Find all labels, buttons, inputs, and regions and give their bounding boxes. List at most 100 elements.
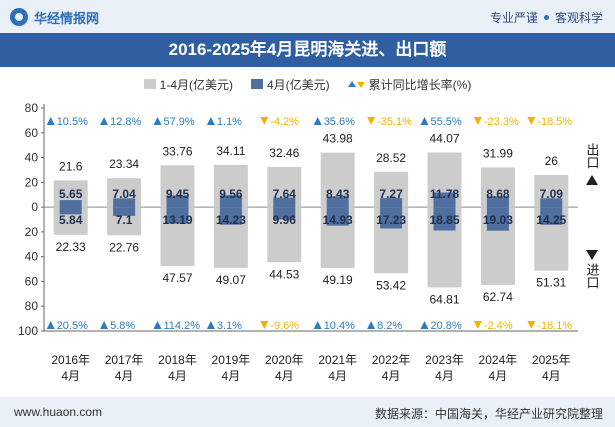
- import-cumulative-label: 53.42: [376, 278, 406, 292]
- footer-source: 数据来源：中国海关，华经产业研究院整理: [374, 407, 603, 421]
- export-monthly-label: 9.56: [219, 187, 243, 201]
- export-monthly-label: 7.64: [273, 187, 297, 201]
- x-tick-label: 2024年 4月: [479, 353, 518, 383]
- growth-down-icon: [527, 117, 536, 125]
- legend-item-monthly[interactable]: 4月(亿美元): [251, 76, 330, 93]
- y-tick-label: 80: [25, 101, 39, 115]
- import-growth-label: 8.2%: [377, 320, 402, 332]
- legend-item-growth[interactable]: 累计同比增长率(%): [347, 76, 472, 93]
- y-tick-label: 20: [25, 225, 39, 239]
- x-tick-label: 2025年 4月: [532, 353, 571, 383]
- growth-up-icon: [153, 117, 162, 125]
- y-tick-label: 20: [25, 175, 39, 189]
- export-growth-label: -35.1%: [377, 116, 412, 128]
- import-monthly-bar: [59, 207, 82, 215]
- tagline-left: 专业严谨: [489, 11, 538, 25]
- import-growth-label: 20.5%: [57, 320, 88, 332]
- x-tick-label: 2019年 4月: [212, 353, 251, 383]
- growth-up-icon: [313, 117, 322, 125]
- export-side-text: 出口: [584, 143, 600, 169]
- brand[interactable]: 华经情报网: [10, 7, 99, 27]
- export-monthly-label: 5.65: [59, 187, 83, 201]
- import-monthly-bar: [273, 207, 296, 220]
- legend-label-monthly: 4月(亿美元): [267, 77, 330, 92]
- import-monthly-bar: [433, 207, 456, 231]
- legend: 1-4月(亿美元) 4月(亿美元) 累计同比增长率(%): [0, 74, 615, 94]
- y-tick-label: 60: [25, 274, 39, 288]
- import-growth-label: -18.1%: [537, 320, 572, 332]
- import-monthly-label: 14.25: [536, 213, 566, 227]
- export-cumulative-label: 43.98: [323, 132, 353, 146]
- import-monthly-label: 17.23: [376, 213, 406, 227]
- export-cumulative-label: 23.34: [109, 157, 139, 171]
- import-monthly-label: 7.1: [116, 213, 133, 227]
- arrow-down-icon: [586, 250, 598, 260]
- legend-triangle-down-icon: [356, 81, 365, 88]
- export-growth-label: 10.5%: [57, 116, 88, 128]
- x-tick-label: 2021年 4月: [318, 353, 357, 383]
- import-monthly-bar: [486, 207, 509, 231]
- import-cumulative-label: 47.57: [162, 271, 192, 285]
- growth-up-icon: [420, 117, 429, 125]
- export-monthly-label: 7.04: [112, 187, 136, 201]
- growth-up-icon: [313, 321, 322, 329]
- import-cumulative-label: 22.33: [56, 240, 86, 254]
- tagline-right: 客观科学: [554, 11, 603, 25]
- growth-up-icon: [367, 321, 376, 329]
- growth-down-icon: [367, 117, 376, 125]
- import-monthly-label: 14.93: [323, 213, 353, 227]
- export-growth-label: -4.2%: [270, 116, 299, 128]
- brand-name: 华经情报网: [34, 10, 100, 26]
- export-monthly-bar: [540, 198, 563, 208]
- growth-down-icon: [260, 321, 269, 329]
- export-monthly-bar: [433, 192, 456, 208]
- export-cumulative-label: 26: [545, 154, 559, 168]
- y-tick-label: 40: [25, 151, 39, 165]
- export-monthly-bar: [273, 197, 296, 208]
- export-growth-label: -23.3%: [484, 116, 519, 128]
- top-bar: 华经情报网 专业严谨 客观科学: [0, 0, 615, 33]
- footer: www.huaon.com 数据来源：中国海关，华经产业研究院整理: [0, 397, 615, 427]
- export-cumulative-label: 28.52: [376, 151, 406, 165]
- legend-label-cumulative: 1-4月(亿美元): [159, 77, 233, 92]
- y-tick-label: 60: [25, 126, 39, 140]
- export-monthly-label: 7.09: [540, 187, 564, 201]
- export-cumulative-label: 33.76: [162, 144, 192, 158]
- export-monthly-bar: [380, 198, 403, 208]
- y-tick-label: 80: [25, 299, 39, 313]
- growth-up-icon: [153, 321, 162, 329]
- legend-swatch-monthly: [251, 79, 263, 89]
- export-monthly-label: 7.27: [379, 187, 403, 201]
- import-growth-label: 114.2%: [164, 320, 201, 332]
- growth-up-icon: [46, 321, 55, 329]
- growth-up-icon: [100, 321, 109, 329]
- import-monthly-label: 13.19: [162, 213, 192, 227]
- import-monthly-label: 19.03: [483, 213, 513, 227]
- footer-url[interactable]: www.huaon.com: [14, 405, 103, 419]
- import-cumulative-label: 62.74: [483, 290, 513, 304]
- import-side-label: 进口: [584, 250, 600, 292]
- export-cumulative-label: 34.11: [216, 144, 245, 158]
- legend-label-growth: 累计同比增长率(%): [368, 77, 472, 92]
- import-monthly-bar: [113, 207, 136, 216]
- export-monthly-bar: [219, 195, 242, 208]
- x-tick-label: 2016年 4月: [51, 353, 90, 383]
- import-monthly-label: 5.84: [59, 213, 83, 227]
- legend-item-cumulative[interactable]: 1-4月(亿美元): [143, 76, 233, 93]
- growth-up-icon: [420, 321, 429, 329]
- growth-down-icon: [473, 321, 482, 329]
- export-growth-label: 57.9%: [164, 116, 195, 128]
- export-monthly-bar: [486, 196, 509, 208]
- import-growth-label: 3.1%: [217, 320, 242, 332]
- export-monthly-label: 8.43: [326, 187, 350, 201]
- export-cumulative-label: 21.6: [59, 159, 83, 173]
- import-growth-label: -9.6%: [270, 320, 299, 332]
- import-growth-label: -2.4%: [484, 320, 513, 332]
- y-tick-label: 100: [18, 324, 38, 338]
- y-tick-label: 0: [31, 200, 38, 214]
- import-cumulative-label: 22.76: [109, 240, 139, 254]
- chart-title: 2016-2025年4月昆明海关进、出口额: [168, 40, 447, 59]
- tagline: 专业严谨 客观科学: [490, 9, 603, 26]
